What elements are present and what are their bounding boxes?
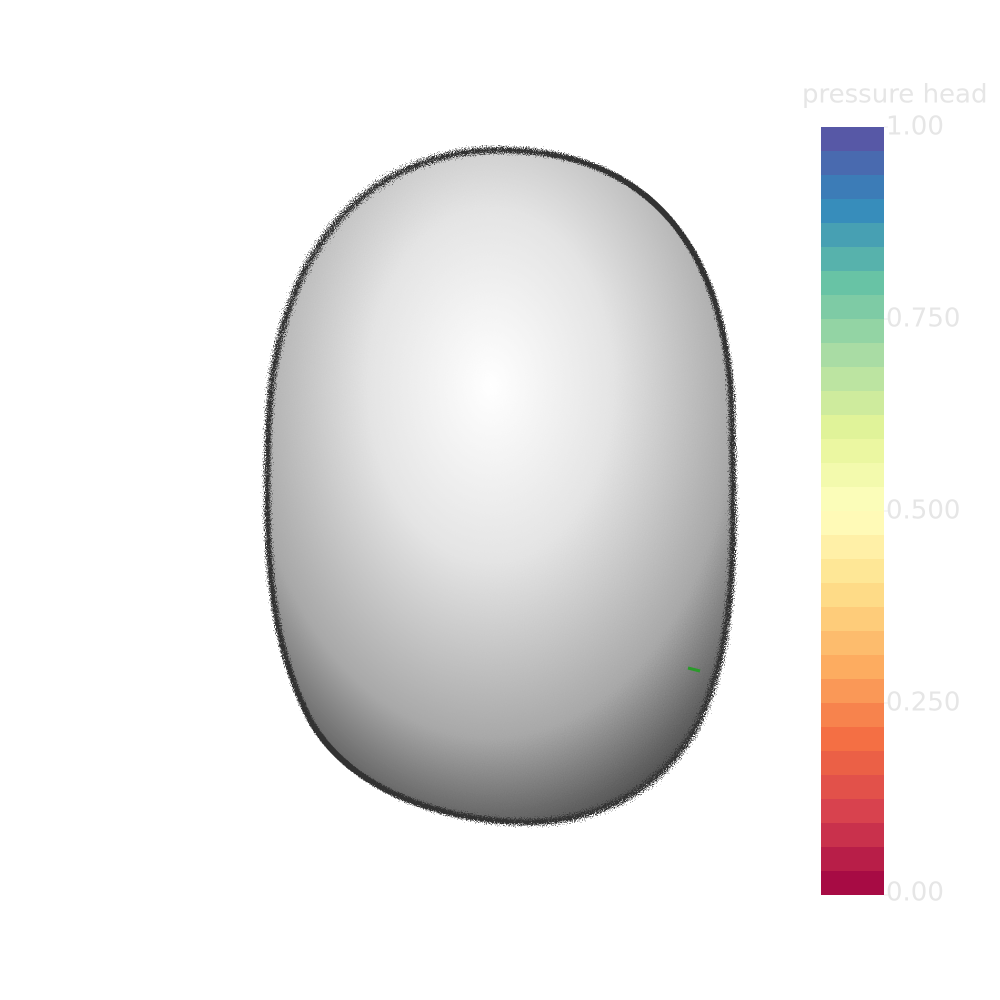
colorbar-gradient bbox=[821, 127, 884, 895]
colorbar-tick-label: 0.750 bbox=[886, 304, 960, 334]
colorbar-title: pressure head bbox=[802, 80, 987, 110]
colorbar: pressure head 0.00 0.250 0.500 0.750 1.00 bbox=[802, 80, 987, 908]
colorbar-tick-label: 1.00 bbox=[886, 112, 944, 142]
colorbar-tick-label: 0.500 bbox=[886, 496, 960, 526]
streamline-blob bbox=[264, 146, 737, 826]
green-streak bbox=[687, 666, 701, 673]
colorbar-tick-label: 0.00 bbox=[886, 878, 944, 908]
colorbar-tick-label: 0.250 bbox=[886, 688, 960, 718]
rendered-object bbox=[264, 146, 737, 826]
